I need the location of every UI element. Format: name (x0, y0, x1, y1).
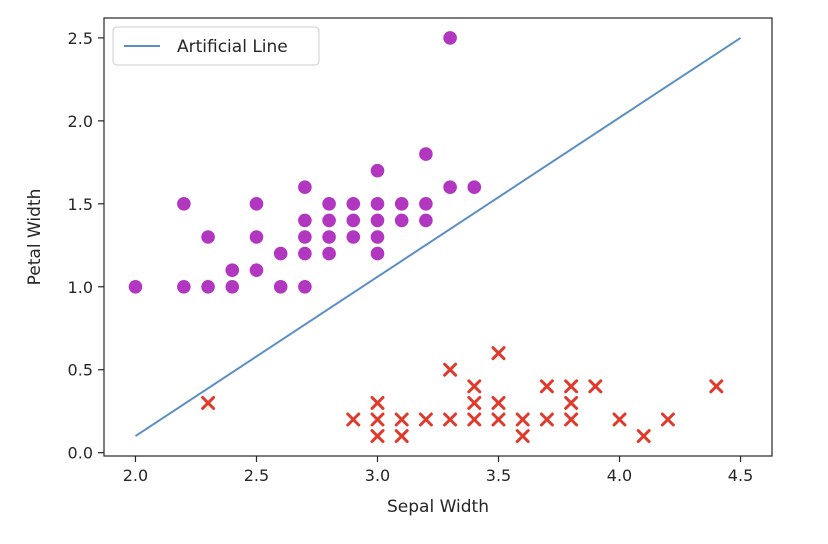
scatter-point-x (588, 379, 603, 394)
scatter-point-circle (370, 197, 385, 211)
plot-layer (128, 31, 742, 444)
y-axis-label: Petal Width (25, 189, 45, 286)
scatter-point-x (660, 412, 675, 427)
scatter-point-x (467, 412, 482, 427)
scatter-point-circle (322, 197, 336, 211)
scatter-point-x (515, 412, 530, 427)
scatter-point-circle (322, 246, 336, 261)
scatter-point-x (370, 429, 385, 444)
y-tick-label: 1.5 (68, 195, 93, 214)
scatter-point-circle (249, 197, 264, 211)
scatter-point-x (394, 412, 409, 427)
scatter-point-circle (346, 230, 361, 244)
x-tick-label: 4.5 (728, 466, 753, 485)
scatter-point-circle (346, 197, 361, 211)
scatter-point-circle (298, 213, 312, 228)
legend-label: Artificial Line (177, 37, 288, 57)
x-tick-label: 2.5 (244, 466, 269, 485)
scatter-point-x (201, 395, 216, 410)
scatter-point-circle (298, 230, 312, 244)
scatter-point-x (539, 379, 554, 394)
scatter-point-x (346, 412, 361, 427)
scatter-point-circle (394, 197, 409, 211)
y-tick-label: 0.5 (68, 361, 93, 380)
scatter-point-x (491, 395, 506, 410)
scatter-point-x (636, 429, 651, 444)
scatter-point-x (491, 346, 506, 361)
scatter-point-circle (419, 213, 433, 228)
scatter-point-x (418, 412, 433, 427)
scatter-point-x (370, 412, 385, 427)
scatter-point-x (539, 412, 554, 427)
ticks-layer: 2.0 2.5 3.0 3.5 4.0 4.5 0.0 0.5 1.0 1.5 2.0 2.5 (68, 29, 754, 485)
scatter-point-circle (177, 197, 191, 211)
scatter-point-x (443, 412, 458, 427)
x-tick-label: 3.5 (486, 466, 511, 485)
scatter-point-circle (128, 279, 143, 294)
scatter-point-circle (419, 197, 433, 211)
scatter-point-circle (177, 279, 191, 294)
scatter-point-x (370, 395, 385, 410)
x-tick-label: 2.0 (123, 466, 148, 485)
scatter-point-circle (370, 246, 385, 261)
scatter-point-circle (394, 213, 409, 228)
scatter-point-x (612, 412, 627, 427)
scatter-point-x (515, 429, 530, 444)
scatter-point-circle (298, 246, 312, 261)
scatter-point-circle (298, 279, 312, 294)
scatter-point-circle (225, 263, 240, 277)
scatter-point-circle (273, 246, 288, 261)
scatter-point-circle (273, 279, 288, 294)
scatter-point-circle (443, 31, 457, 45)
scatter-point-x (491, 412, 506, 427)
x-tick-label: 3.0 (365, 466, 390, 485)
scatter-point-circle (419, 147, 433, 161)
scatter-point-x (443, 362, 458, 377)
scatter-point-circle (225, 279, 240, 294)
scatter-point-circle (370, 230, 385, 244)
scatter-point-circle (346, 213, 361, 228)
y-tick-label: 0.0 (68, 444, 93, 463)
scatter-point-circle (201, 230, 215, 244)
scatter-point-circle (249, 263, 264, 277)
x-tick-label: 4.0 (607, 466, 632, 485)
scatter-point-circle (322, 213, 336, 228)
scatter-point-x (394, 429, 409, 444)
scatter-point-circle (370, 163, 385, 178)
legend-box (112, 26, 320, 66)
scatter-point-x (467, 395, 482, 410)
scatter-point-circle (249, 230, 264, 244)
artificial-line (134, 37, 742, 437)
legend: Artificial Line (112, 26, 320, 66)
scatter-point-x (467, 379, 482, 394)
scatter-point-circle (201, 279, 215, 294)
scatter-point-x (564, 412, 579, 427)
x-axis-label: Sepal Width (387, 497, 489, 517)
y-tick-label: 2.0 (68, 112, 93, 131)
scatter-point-circle (467, 180, 482, 195)
scatter-point-x (709, 379, 724, 394)
scatter-point-x (564, 395, 579, 410)
scatter-point-circle (443, 180, 457, 195)
scatter-point-circle (298, 180, 312, 195)
y-tick-label: 1.0 (68, 278, 93, 297)
scatter-point-x (564, 379, 579, 394)
scatter-point-circle (370, 213, 385, 228)
y-tick-label: 2.5 (68, 29, 93, 48)
axes-frame (103, 17, 773, 457)
scatter-point-circle (322, 230, 336, 244)
